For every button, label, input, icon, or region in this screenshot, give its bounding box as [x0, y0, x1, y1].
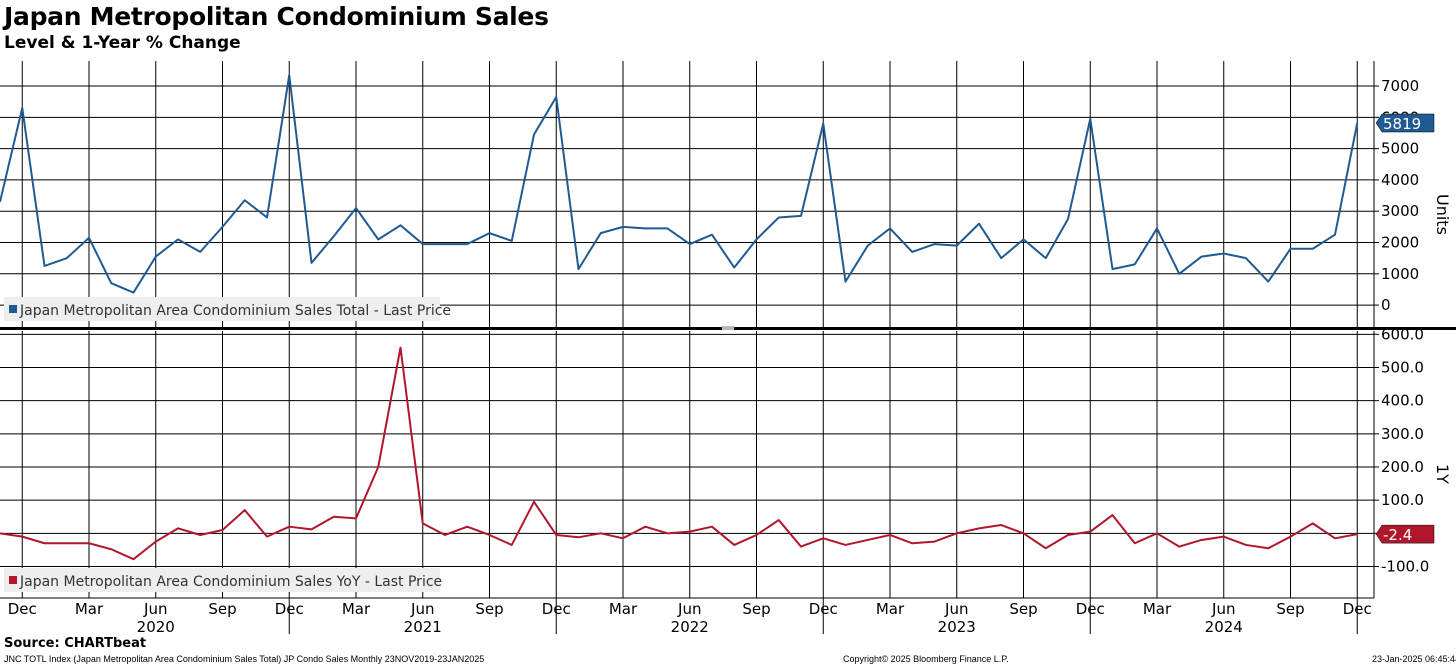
x-tick-label-month: Mar [876, 600, 905, 618]
x-tick-label-month: Mar [342, 600, 371, 618]
chart-title: Japan Metropolitan Condominium Sales [4, 2, 549, 31]
legend-swatch [9, 305, 17, 313]
x-tick-label-month: Jun [1211, 600, 1235, 618]
x-tick-label-month: Sep [475, 600, 503, 618]
x-tick-label-month: Sep [1009, 600, 1037, 618]
y-tick-label: 2000 [1381, 234, 1419, 252]
y-tick-label: 3000 [1381, 202, 1419, 220]
x-tick-label-month: Mar [1143, 600, 1172, 618]
x-tick-label-month: Sep [742, 600, 770, 618]
x-tick-label-year: 2020 [137, 618, 175, 636]
x-tick-label-month: Mar [75, 600, 104, 618]
x-tick-label-year: 2021 [404, 618, 442, 636]
footer-timestamp: 23-Jan-2025 06:45:44 [1372, 654, 1456, 664]
x-tick-label-month: Jun [143, 600, 167, 618]
y-tick-label: 5000 [1381, 140, 1419, 158]
x-tick-label-year: 2023 [938, 618, 976, 636]
x-tick-label-year: 2024 [1205, 618, 1243, 636]
x-tick-label-month: Sep [208, 600, 236, 618]
x-tick-label-month: Sep [1276, 600, 1304, 618]
last-value-badge [1375, 113, 1435, 133]
last-value-badge [1375, 524, 1435, 544]
y-tick-label: 7000 [1381, 77, 1419, 95]
legend-swatch [9, 576, 17, 584]
footer-index-note: JNC TOTL Index (Japan Metropolitan Area … [4, 654, 485, 664]
source-note: Source: CHARTbeat [4, 636, 147, 651]
y-axis-label: Units [1433, 194, 1452, 235]
y-tick-label: 400.0 [1381, 392, 1424, 410]
y-tick-label: 4000 [1381, 171, 1419, 189]
y-tick-label: 500.0 [1381, 358, 1424, 376]
legend-box [4, 568, 440, 592]
x-tick-label-year: 2022 [671, 618, 709, 636]
series-line [0, 346, 1358, 561]
legend-label: Japan Metropolitan Area Condominium Sale… [19, 574, 442, 590]
x-tick-label-month: Mar [609, 600, 638, 618]
legend-label: Japan Metropolitan Area Condominium Sale… [19, 303, 451, 319]
y-tick-label: 100.0 [1381, 491, 1424, 509]
legend-box [4, 297, 440, 321]
y-tick-label: 0 [1381, 296, 1391, 314]
y-tick-label: 300.0 [1381, 425, 1424, 443]
chart-subtitle: Level & 1-Year % Change [4, 33, 241, 53]
last-value-label: 5819 [1383, 115, 1421, 133]
series-line [0, 74, 1359, 294]
x-tick-label-month: Jun [410, 600, 434, 618]
panel-resize-handle [722, 326, 734, 330]
y-tick-label: 200.0 [1381, 458, 1424, 476]
y-tick-label: -100.0 [1381, 557, 1429, 575]
y-axis-label: 1Y [1433, 464, 1452, 484]
last-value-label: -2.4 [1383, 526, 1412, 544]
y-tick-label: 1000 [1381, 265, 1419, 283]
x-tick-label-month: Jun [677, 600, 701, 618]
x-tick-label-month: Dec [8, 600, 37, 618]
x-tick-label-month: Jun [944, 600, 968, 618]
footer-copyright: Copyright© 2025 Bloomberg Finance L.P. [843, 654, 1009, 664]
